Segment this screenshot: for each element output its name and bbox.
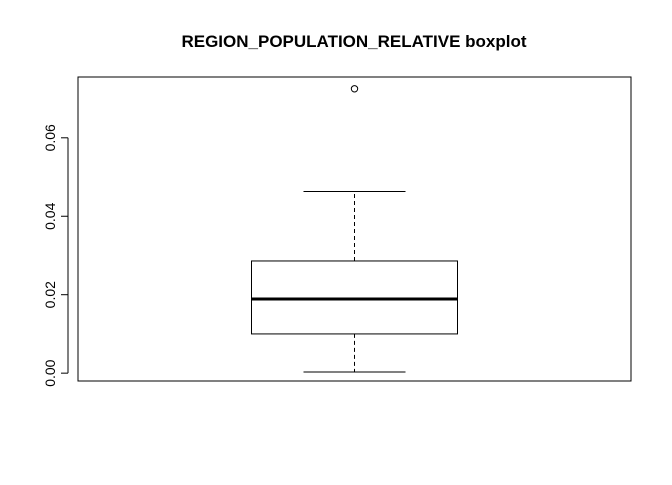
chart-title: REGION_POPULATION_RELATIVE boxplot — [181, 32, 526, 51]
outlier-point — [350, 85, 359, 93]
iqr-box — [251, 260, 458, 335]
box-group — [251, 85, 458, 373]
y-tick-label: 0.02 — [42, 281, 58, 308]
plot-frame — [77, 76, 632, 382]
y-tick-label: 0.06 — [42, 124, 58, 151]
y-tick-label: 0.04 — [42, 202, 58, 229]
y-tick-label: 0.00 — [42, 359, 58, 386]
y-axis: 0.00 0.02 0.04 0.06 — [42, 124, 69, 387]
